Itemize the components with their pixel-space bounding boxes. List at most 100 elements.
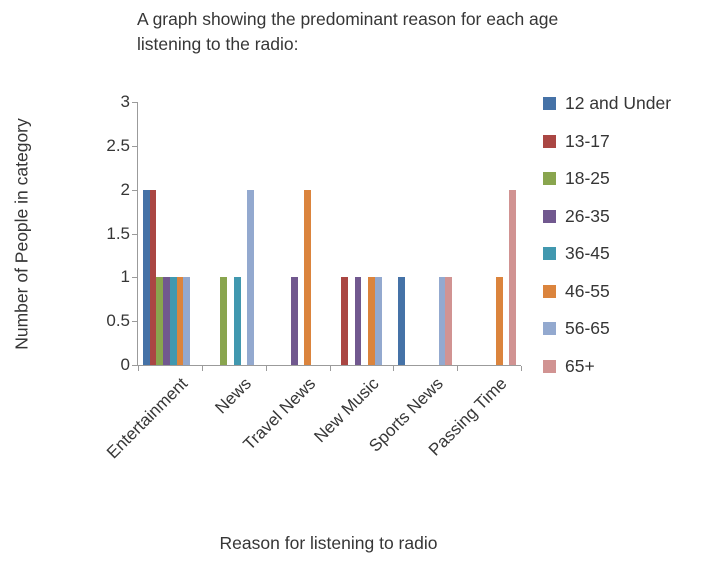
bar-slot <box>495 102 503 365</box>
bar-slot <box>398 102 406 365</box>
plot-area <box>132 102 522 371</box>
y-tick-label: 0 <box>120 355 130 374</box>
bar <box>304 189 312 365</box>
bar-slot <box>247 102 254 365</box>
bar-group <box>329 102 393 365</box>
x-tick-mark <box>138 366 139 371</box>
bar-slot <box>290 102 298 365</box>
bar-slot <box>438 102 446 365</box>
legend-swatch <box>543 134 556 148</box>
bar-slot <box>382 102 389 365</box>
bar-slot <box>176 102 184 365</box>
legend-item: 65+ <box>543 348 671 386</box>
legend-item: 12 and Under <box>543 85 671 123</box>
x-tick-mark <box>457 366 459 371</box>
bar-slot <box>271 102 278 365</box>
bar <box>163 277 170 365</box>
x-axis-title: Reason for listening to radio <box>219 533 438 553</box>
bar-slot <box>298 102 305 365</box>
bar <box>233 277 241 365</box>
bar-slot <box>425 102 432 365</box>
legend-item: 18-25 <box>543 160 671 198</box>
x-tick-mark <box>201 366 203 371</box>
y-tick-mark <box>132 233 137 235</box>
legend-item: 56-65 <box>543 310 671 348</box>
bar-slot <box>489 102 496 365</box>
legend-swatch <box>543 97 556 111</box>
bar-slot <box>207 102 214 365</box>
chart-title-line1: A graph showing the predominant reason f… <box>137 9 559 29</box>
bar-slot <box>476 102 483 365</box>
bar-slot <box>254 102 261 365</box>
bar-slot <box>163 102 170 365</box>
y-tick-mark <box>132 277 137 279</box>
bar <box>143 189 150 365</box>
bar <box>176 277 184 365</box>
bar-slot <box>341 102 348 365</box>
bar <box>156 277 164 365</box>
bar <box>368 277 375 365</box>
y-tick-label: 1 <box>120 267 130 287</box>
bar <box>169 277 177 365</box>
bar-slot <box>304 102 312 365</box>
bar <box>220 277 228 365</box>
bar <box>341 277 348 365</box>
legend-label: 46-55 <box>565 280 610 301</box>
bar-group <box>266 102 330 365</box>
legend-label: 36-45 <box>565 243 610 264</box>
bar-slot <box>374 102 382 365</box>
bar <box>149 189 157 365</box>
bar <box>438 277 446 365</box>
bar-slot <box>227 102 234 365</box>
legend-swatch <box>543 284 556 298</box>
bar-slot <box>149 102 157 365</box>
y-tick-mark <box>132 145 137 147</box>
legend-swatch <box>543 172 556 186</box>
bar-slot <box>318 102 325 365</box>
bar-slot <box>405 102 412 365</box>
legend-swatch <box>543 322 556 336</box>
bar-group <box>202 102 266 365</box>
x-tick-label: News <box>211 374 256 418</box>
y-tick-mark <box>132 365 137 366</box>
x-tick-mark <box>329 366 331 371</box>
bar-slot <box>509 102 517 365</box>
bar-group <box>393 102 457 365</box>
bar-slot <box>432 102 439 365</box>
legend-swatch <box>543 247 556 261</box>
plot-bars <box>138 102 521 365</box>
bar-group <box>457 102 521 365</box>
legend-label: 56-65 <box>565 318 610 339</box>
bar <box>398 277 406 365</box>
bar <box>495 277 503 365</box>
legend-label: 13-17 <box>565 130 610 151</box>
bar-slot <box>445 102 453 365</box>
bar-slot <box>183 102 191 365</box>
legend-label: 26-35 <box>565 205 610 226</box>
legend: 12 and Under 13-17 18-25 26-35 36-45 46-55 56-… <box>543 85 671 385</box>
bar-slot <box>220 102 228 365</box>
bar-slot <box>419 102 426 365</box>
y-tick-label: 2.5 <box>106 135 130 155</box>
bar-slot <box>284 102 291 365</box>
legend-item: 13-17 <box>543 123 671 161</box>
bar-slot <box>190 102 197 365</box>
legend-label: 65+ <box>565 355 595 376</box>
bar-slot <box>334 102 341 365</box>
bar-slot <box>368 102 375 365</box>
chart-title-line2: listening to the radio: <box>137 34 299 54</box>
bar <box>247 189 254 365</box>
y-tick-label: 2 <box>120 179 130 199</box>
y-tick-mark <box>132 321 137 323</box>
bar-slot <box>214 102 221 365</box>
x-tick-mark <box>393 366 395 371</box>
bar-slot <box>412 102 419 365</box>
legend-item: 46-55 <box>543 273 671 311</box>
bar-slot <box>143 102 150 365</box>
legend-label: 12 and Under <box>565 93 672 114</box>
bar-slot <box>462 102 469 365</box>
y-tick-mark <box>132 189 137 191</box>
bar-slot <box>469 102 476 365</box>
y-tick-label: 1.5 <box>106 223 130 243</box>
